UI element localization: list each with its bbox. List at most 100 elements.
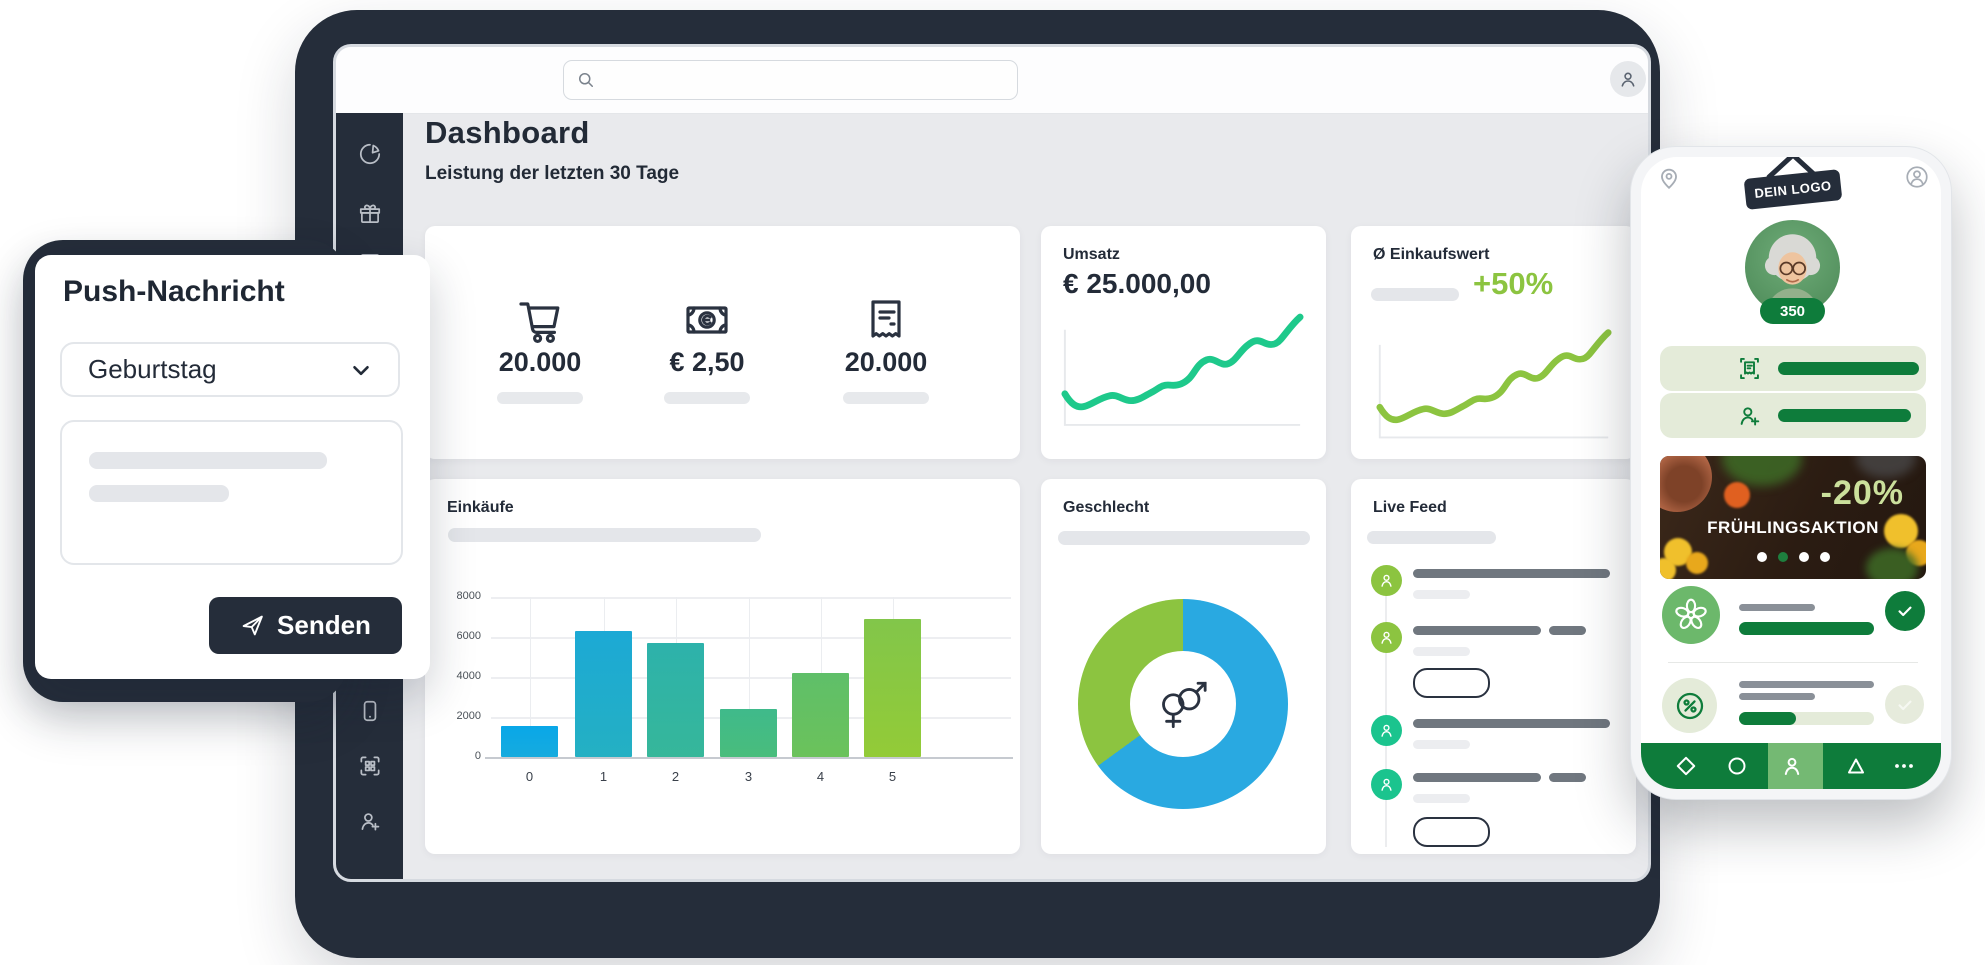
donut-hole [1130,651,1236,757]
tablet-frame: Dashboard Leistung der letzten 30 Tage 2… [295,10,1660,958]
chevron-down-icon [348,357,374,383]
umsatz-card: Umsatz € 25.000,00 [1041,226,1326,459]
send-button-label: Senden [277,610,371,640]
check-icon[interactable] [1885,685,1924,724]
account-icon[interactable] [1904,164,1930,190]
dashboard-screen: Dashboard Leistung der letzten 30 Tage 2… [333,44,1651,882]
send-icon [240,613,265,638]
einkaeufe-card: Einkäufe 0 2000 4000 6000 8000 0 1 2 3 4 5 [425,479,1020,854]
stamp-row[interactable] [1660,393,1926,438]
nav-circle-icon[interactable] [1725,754,1749,778]
einkaufswert-sparkline-chart [1369,326,1619,444]
sidebar-item-smartphone-icon[interactable] [357,698,383,724]
banknote-euro-icon [683,296,731,344]
feed-time-bar [1413,647,1470,656]
placeholder-bar [497,392,583,404]
placeholder-bar [89,452,327,469]
gender-icon [1152,677,1214,732]
phone-screen: DEIN LOGO 350 [1641,157,1941,789]
x-axis-tick: 4 [816,769,825,784]
livefeed-label: Live Feed [1373,499,1447,516]
task-progress-bar [1739,622,1874,635]
send-button[interactable]: Senden [209,597,402,654]
stat-value: € 2,50 [669,347,745,377]
points-badge: 350 [1760,298,1825,324]
stamp-progress-bar [1778,362,1919,375]
umsatz-sparkline-chart [1061,310,1304,432]
umsatz-value: € 25.000,00 [1063,268,1211,299]
stat-item: 20.000 [801,226,971,459]
dashboard-topbar [336,47,1648,114]
person-add-icon [1736,402,1763,429]
carousel-dot[interactable] [1798,552,1809,562]
placeholder-bar [1367,531,1496,544]
task-text-bar [1739,681,1874,688]
feed-text-bar [1549,626,1586,635]
push-template-select[interactable]: Geburtstag [60,342,400,397]
nav-diamond-icon[interactable] [1674,754,1698,778]
push-select-value: Geburtstag [88,354,217,384]
location-pin-icon[interactable] [1656,165,1682,191]
flower-icon [1662,586,1720,644]
carousel-dot[interactable] [1819,552,1830,562]
placeholder-bar [1371,288,1459,301]
y-axis-tick: 8000 [456,590,481,602]
task-progress-bar [1739,712,1796,725]
einkaufswert-label: Ø Einkaufswert [1373,246,1490,263]
feed-list [1351,479,1636,854]
feed-avatar [1371,622,1402,653]
placeholder-bar [89,485,229,502]
placeholder-bar [448,528,761,542]
task-text-bar [1739,693,1815,700]
receipt-icon [862,296,910,344]
divider [1668,662,1918,663]
promo-banner[interactable]: -20% FRÜHLINGSAKTION [1660,456,1926,579]
feed-text-bar [1549,773,1586,782]
cart-icon [516,296,564,344]
geschlecht-donut-chart [1078,599,1288,809]
feed-timeline [1385,579,1387,847]
sidebar-item-person-add-icon[interactable] [357,808,383,834]
page-subtitle: Leistung der letzten 30 Tage [425,163,680,184]
bar-2 [647,643,704,757]
feed-action-button[interactable] [1413,668,1490,698]
geschlecht-card: Geschlecht [1041,479,1326,854]
search-input[interactable] [563,60,1018,100]
stamp-progress-bar [1778,409,1911,422]
sidebar-item-qr-code-icon[interactable] [357,753,383,779]
sidebar-item-gift-icon[interactable] [357,201,383,227]
y-axis-tick: 6000 [456,630,481,642]
search-icon [576,70,596,90]
livefeed-card: Live Feed [1351,479,1636,854]
stat-item: € 2,50 [622,226,792,459]
stamp-row[interactable] [1660,346,1926,391]
feed-text-bar [1413,626,1541,635]
sidebar-item-chart-pie-icon[interactable] [357,141,383,167]
x-axis-tick: 0 [525,769,534,784]
nav-more-dots-icon[interactable] [1892,754,1916,778]
nav-triangle-icon[interactable] [1844,754,1868,778]
carousel-dot[interactable] [1756,552,1767,562]
placeholder-bar [664,392,750,404]
check-icon[interactable] [1885,591,1925,631]
feed-avatar [1371,565,1402,596]
feed-time-bar [1413,590,1470,599]
feed-action-button[interactable] [1413,817,1490,847]
customer-avatar[interactable] [1745,220,1840,315]
stat-item: 20.000 [455,226,625,459]
einkaeufe-bar-chart: 0 2000 4000 6000 8000 0 1 2 3 4 5 [425,479,1020,854]
push-message-textarea[interactable] [60,420,403,565]
carousel-dot[interactable] [1777,552,1788,562]
einkaeufe-label: Einkäufe [447,499,514,516]
feed-text-bar [1413,719,1610,728]
bar-5 [864,619,921,757]
bar-3 [720,709,777,757]
x-axis-tick: 2 [671,769,680,784]
active-tab-highlight [1768,743,1823,789]
receipt-scan-icon [1736,355,1763,382]
promo-discount: -20% [1820,474,1904,512]
feed-text-bar [1413,569,1610,578]
user-avatar[interactable] [1610,61,1646,97]
nav-person-icon[interactable] [1780,754,1804,778]
